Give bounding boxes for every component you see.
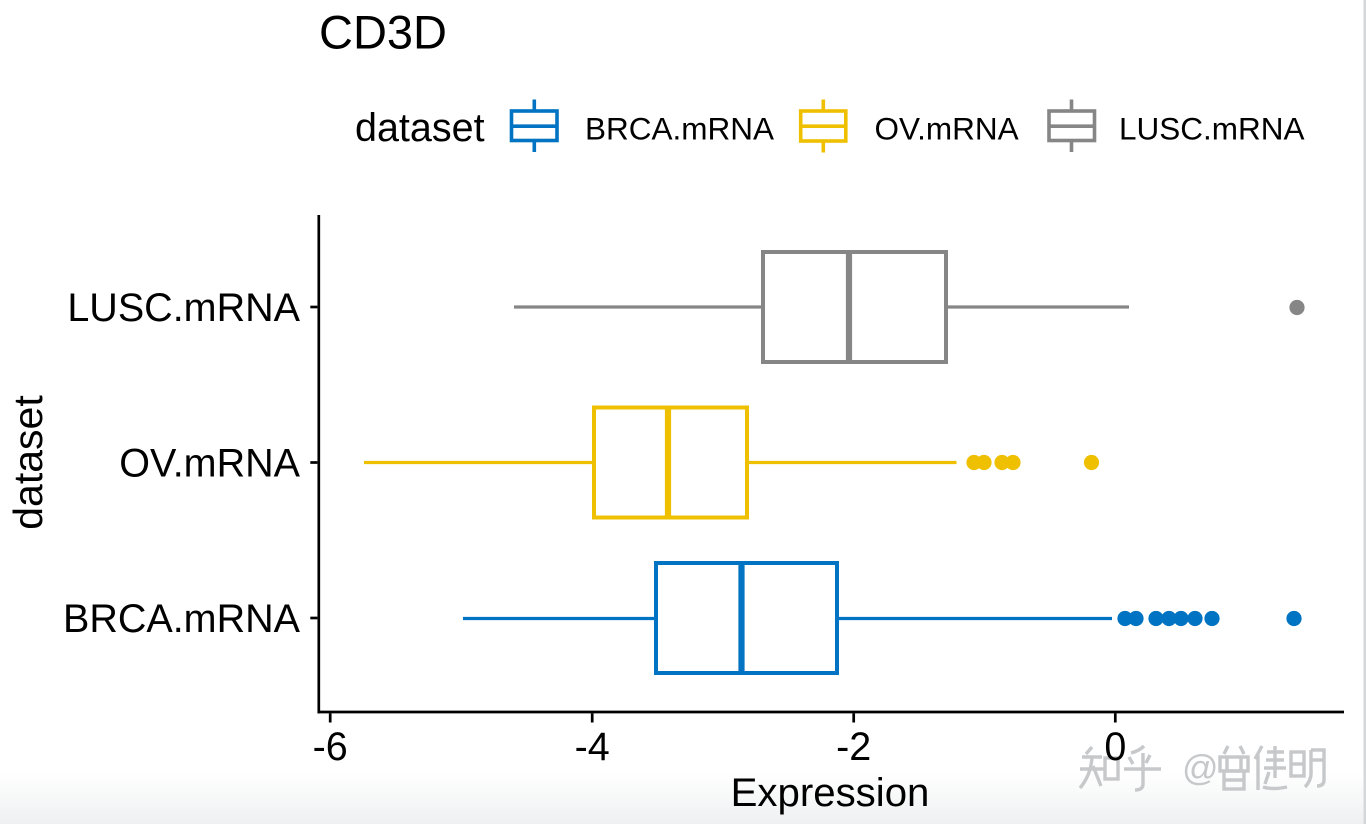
svg-text:-6: -6	[313, 725, 348, 769]
svg-text:OV.mRNA: OV.mRNA	[119, 442, 300, 486]
svg-text:-2: -2	[836, 725, 871, 769]
svg-text:dataset: dataset	[5, 395, 51, 530]
svg-text:OV.mRNA: OV.mRNA	[875, 111, 1019, 147]
svg-text:0: 0	[1104, 725, 1126, 769]
svg-text:BRCA.mRNA: BRCA.mRNA	[585, 111, 774, 147]
svg-text:Expression: Expression	[731, 770, 930, 815]
svg-text:dataset: dataset	[355, 106, 485, 150]
svg-text:BRCA.mRNA: BRCA.mRNA	[63, 597, 301, 641]
svg-text:CD3D: CD3D	[319, 6, 447, 59]
svg-text:LUSC.mRNA: LUSC.mRNA	[67, 286, 300, 330]
svg-text:LUSC.mRNA: LUSC.mRNA	[1119, 111, 1305, 147]
svg-text:@: @	[1182, 747, 1219, 788]
svg-text:-4: -4	[575, 725, 610, 769]
